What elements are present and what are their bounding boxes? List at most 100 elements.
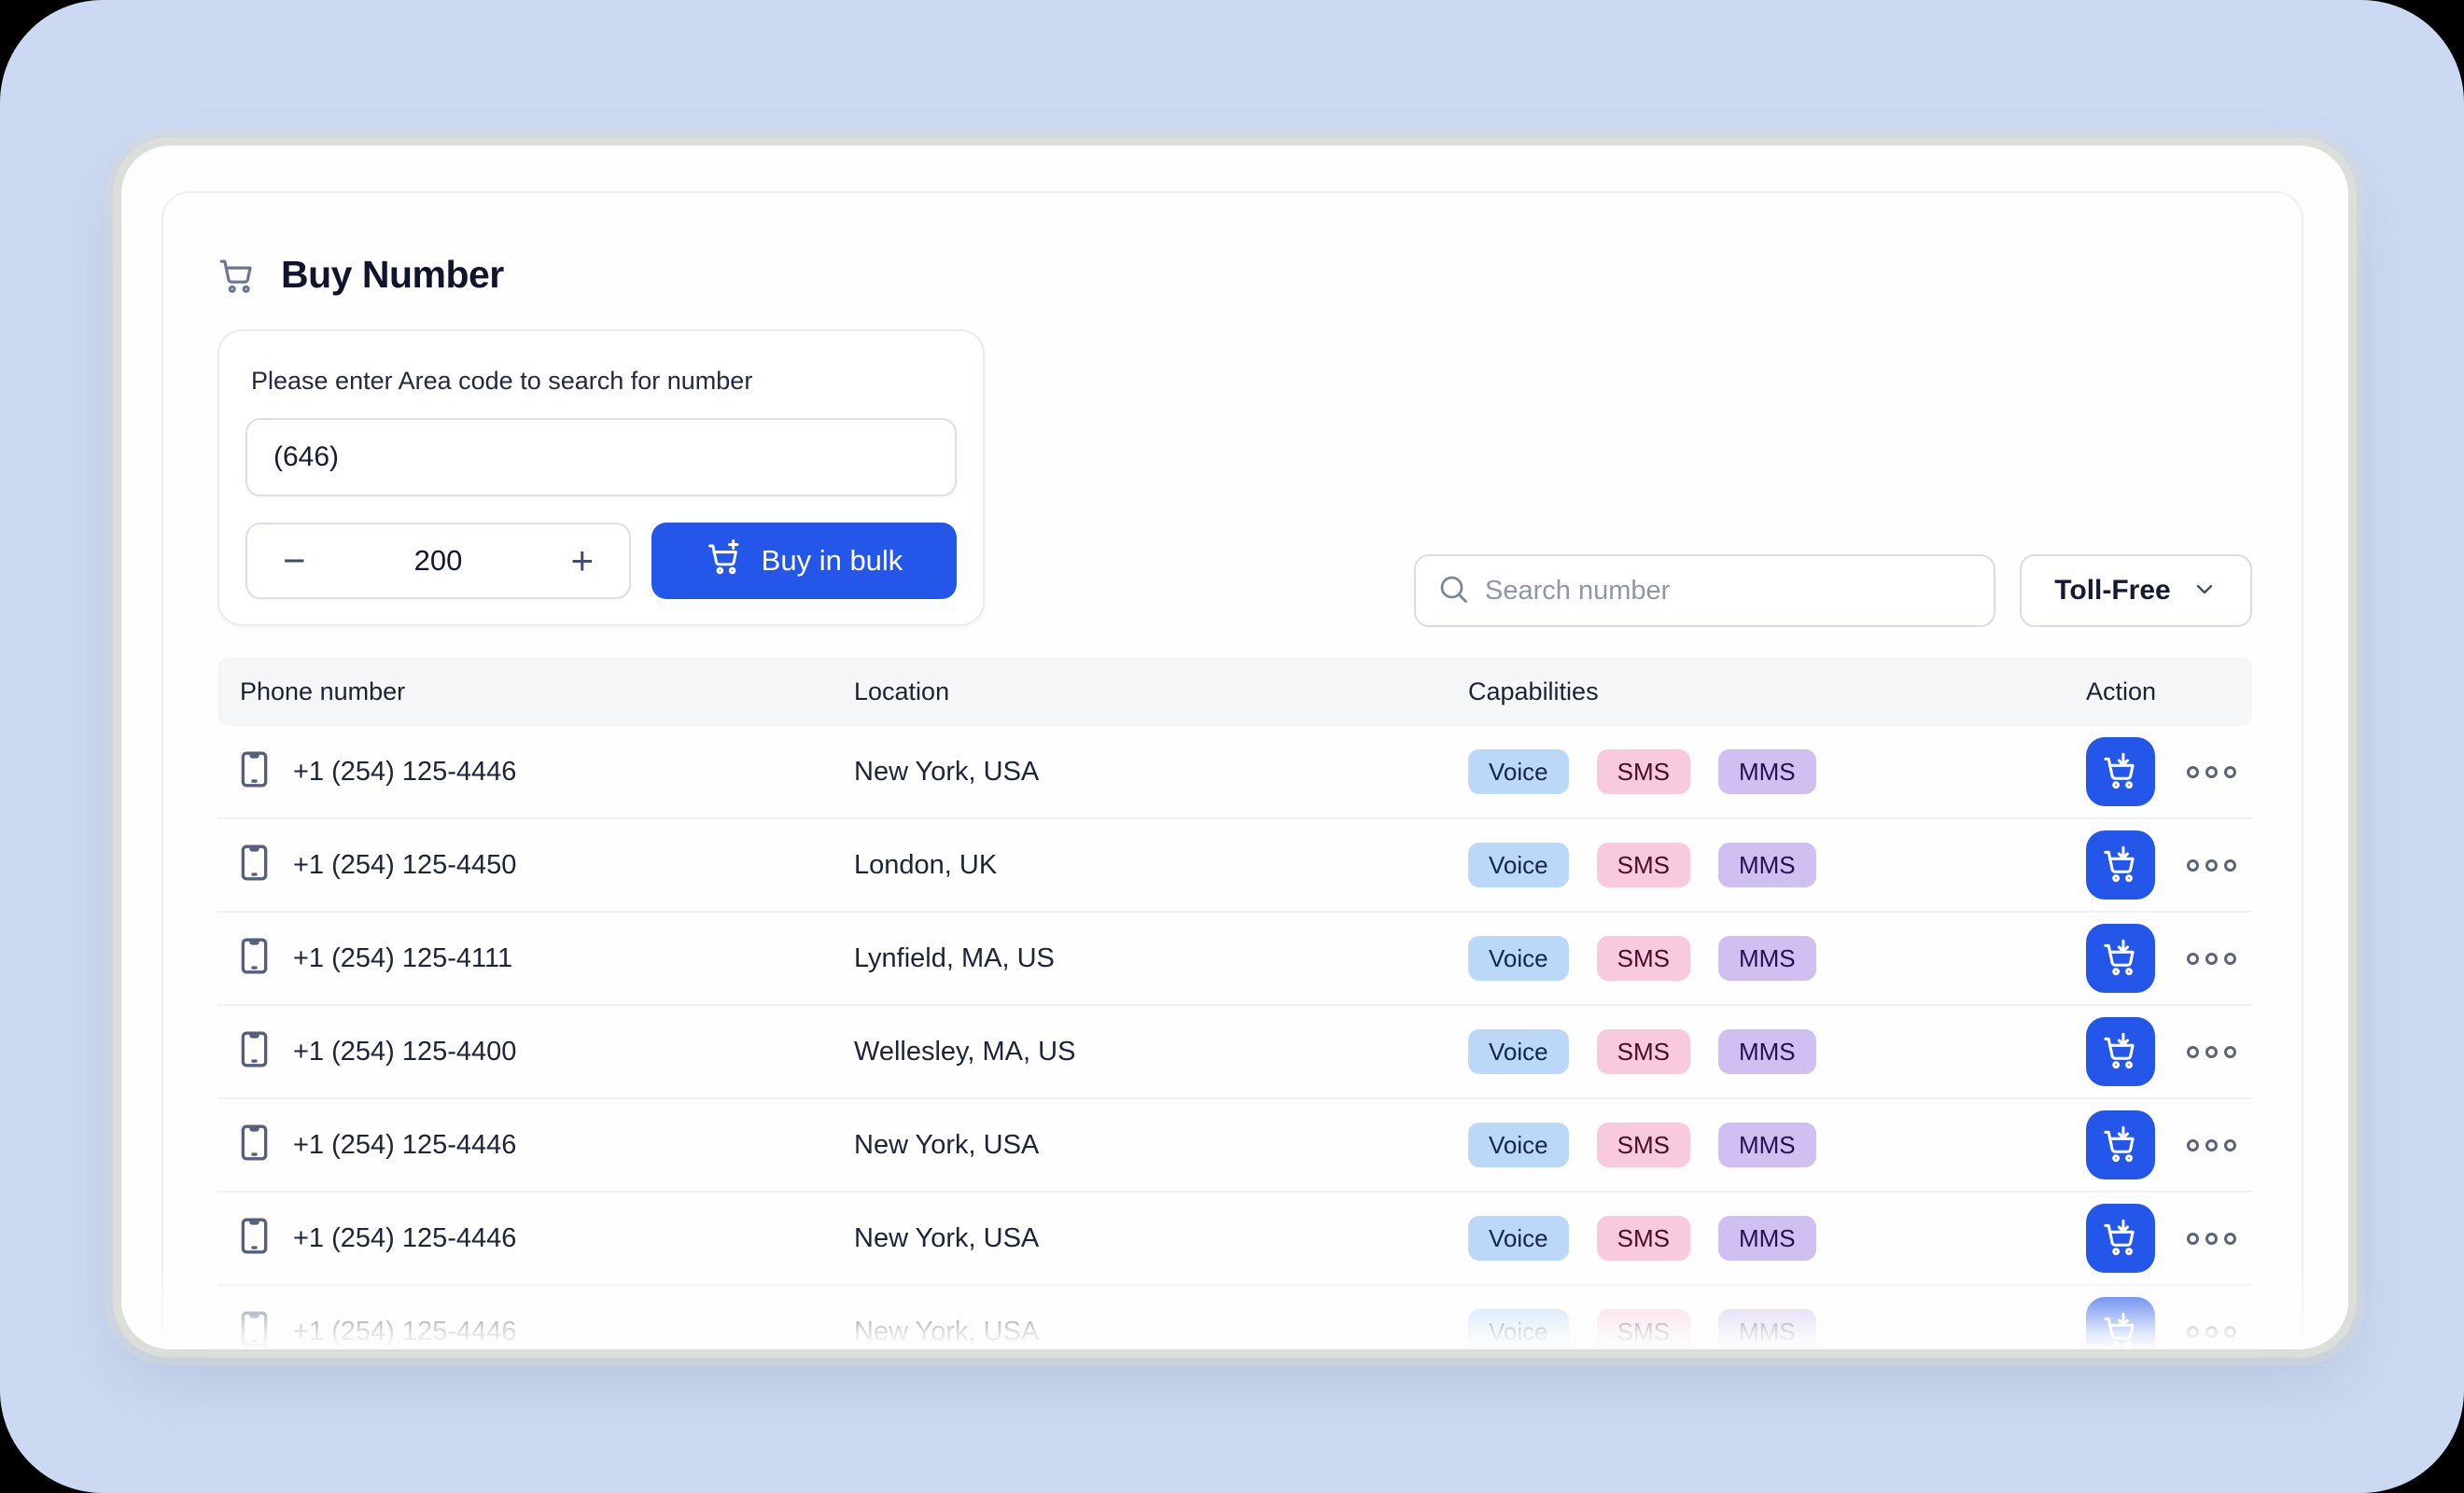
buy-number-button[interactable] [2086,1017,2155,1086]
column-header-capabilities: Capabilities [1468,677,1599,705]
cart-download-icon [2101,1218,2140,1260]
smartphone-icon [240,1029,269,1074]
bulk-controls: − 200 + Buy in bulk [245,523,957,599]
search-icon [1436,572,1470,610]
buy-number-button[interactable] [2086,1204,2155,1273]
action-cell [2086,1017,2252,1086]
quantity-increase-button[interactable]: + [567,541,597,580]
buy-in-bulk-label: Buy in bulk [761,544,903,577]
page-header: Buy Number [217,253,504,297]
capabilities: Voice SMS MMS [1468,1309,2086,1349]
more-options-button[interactable] [2183,943,2240,974]
buy-number-button[interactable] [2086,1110,2155,1179]
buy-number-button[interactable] [2086,924,2155,993]
cart-download-icon [2101,1311,2140,1350]
search-number-input[interactable] [1485,556,1973,625]
smartphone-icon [240,749,269,794]
quantity-decrease-button[interactable]: − [279,541,310,580]
buy-in-bulk-button[interactable]: Buy in bulk [651,523,957,599]
ellipsis-icon [2187,1138,2199,1151]
smartphone-icon [240,1123,269,1167]
area-code-label: Please enter Area code to search for num… [251,367,753,395]
ellipsis-icon [2187,1232,2199,1245]
capability-badge-sms: SMS [1596,1123,1690,1167]
phone-number: +1 (254) 125-4446 [293,1222,517,1253]
ellipsis-icon [2187,765,2199,778]
phone-number-cell: +1 (254) 125-4446 [217,1123,854,1167]
smartphone-icon [240,1309,269,1349]
area-code-input[interactable] [245,418,957,496]
capability-badge-sms: SMS [1596,749,1690,794]
capabilities: Voice SMS MMS [1468,843,2086,887]
capability-badge-voice: Voice [1468,749,1569,794]
location: New York, USA [854,1129,1040,1160]
table-row: +1 (254) 125-4446 New York, USA Voice SMS… [217,1286,2252,1349]
more-options-button[interactable] [2183,1037,2240,1067]
action-cell [2086,1110,2252,1179]
cart-download-icon [2101,938,2140,980]
number-type-selected: Toll-Free [2054,575,2171,606]
capability-badge-voice: Voice [1468,1216,1569,1261]
table-body: +1 (254) 125-4446 New York, USA Voice SMS… [217,726,2252,1349]
table-row: +1 (254) 125-4450 London, UK Voice SMS MMS [217,819,2252,913]
capability-badge-sms: SMS [1596,1216,1690,1261]
buy-number-button[interactable] [2086,737,2155,806]
smartphone-icon [240,1216,269,1261]
capabilities: Voice SMS MMS [1468,749,2086,794]
more-options-button[interactable] [2183,850,2240,881]
smartphone-icon [240,936,269,981]
buy-number-button[interactable] [2086,1297,2155,1349]
phone-number-cell: +1 (254) 125-4400 [217,1029,854,1074]
ellipsis-icon [2187,1325,2199,1338]
location: New York, USA [854,756,1040,787]
cart-download-icon [2101,1031,2140,1073]
action-cell [2086,1204,2252,1273]
phone-number: +1 (254) 125-4400 [293,1036,517,1067]
table-header: Phone number Location Capabilities Actio… [217,657,2252,726]
capability-badge-voice: Voice [1468,936,1569,981]
phone-number: +1 (254) 125-4111 [293,942,513,973]
location: London, UK [854,849,998,880]
capability-badge-voice: Voice [1468,1123,1569,1167]
capability-badge-mms: MMS [1717,749,1816,794]
phone-number: +1 (254) 125-4450 [293,849,517,880]
buy-number-button[interactable] [2086,830,2155,900]
column-header-action: Action [2086,677,2157,705]
table-row: +1 (254) 125-4111 Lynfield, MA, US Voice… [217,913,2252,1006]
capability-badge-voice: Voice [1468,1029,1569,1074]
area-code-card: Please enter Area code to search for num… [217,329,985,626]
capability-badge-sms: SMS [1596,843,1690,887]
buy-number-panel: Buy Number Please enter Area code to sea… [161,191,2303,1349]
capability-badge-sms: SMS [1596,1309,1690,1349]
page-title: Buy Number [281,253,504,296]
capability-badge-mms: MMS [1717,1029,1816,1074]
phone-number: +1 (254) 125-4446 [293,1316,517,1346]
quantity-stepper: − 200 + [245,523,631,599]
action-cell [2086,924,2252,993]
more-options-button[interactable] [2183,1317,2240,1347]
ellipsis-icon [2187,1045,2199,1058]
capability-badge-mms: MMS [1717,1216,1816,1261]
capabilities: Voice SMS MMS [1468,1029,2086,1074]
action-cell [2086,830,2252,900]
capability-badge-mms: MMS [1717,936,1816,981]
more-options-button[interactable] [2183,1223,2240,1254]
phone-number-cell: +1 (254) 125-4450 [217,843,854,887]
app-window: Buy Number Please enter Area code to sea… [121,146,2348,1349]
phone-number-cell: +1 (254) 125-4446 [217,1309,854,1349]
chevron-down-icon [2191,576,2218,607]
smartphone-icon [240,843,269,887]
capability-badge-mms: MMS [1717,1309,1816,1349]
phone-number-cell: +1 (254) 125-4446 [217,1216,854,1261]
column-header-location: Location [854,677,950,705]
more-options-button[interactable] [2183,1130,2240,1161]
cart-download-icon [2101,1124,2140,1166]
number-type-select[interactable]: Toll-Free [2020,554,2252,627]
phone-number: +1 (254) 125-4446 [293,756,517,787]
capability-badge-sms: SMS [1596,1029,1690,1074]
search-box [1414,554,1995,627]
more-options-button[interactable] [2183,757,2240,788]
action-cell [2086,1297,2252,1349]
location: Wellesley, MA, US [854,1036,1076,1067]
